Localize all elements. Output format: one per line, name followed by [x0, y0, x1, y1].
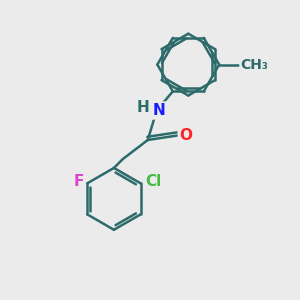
Text: O: O — [178, 127, 193, 145]
Text: CH₃: CH₃ — [240, 58, 268, 72]
Text: F: F — [73, 174, 83, 189]
Text: N: N — [152, 101, 166, 119]
Text: Cl: Cl — [145, 174, 161, 189]
Text: O: O — [179, 128, 192, 143]
Text: H: H — [137, 100, 150, 115]
Text: N: N — [153, 103, 165, 118]
Text: CH₃: CH₃ — [240, 56, 273, 74]
Text: F: F — [72, 173, 84, 191]
Text: Cl: Cl — [143, 173, 163, 191]
Text: H: H — [136, 99, 151, 117]
